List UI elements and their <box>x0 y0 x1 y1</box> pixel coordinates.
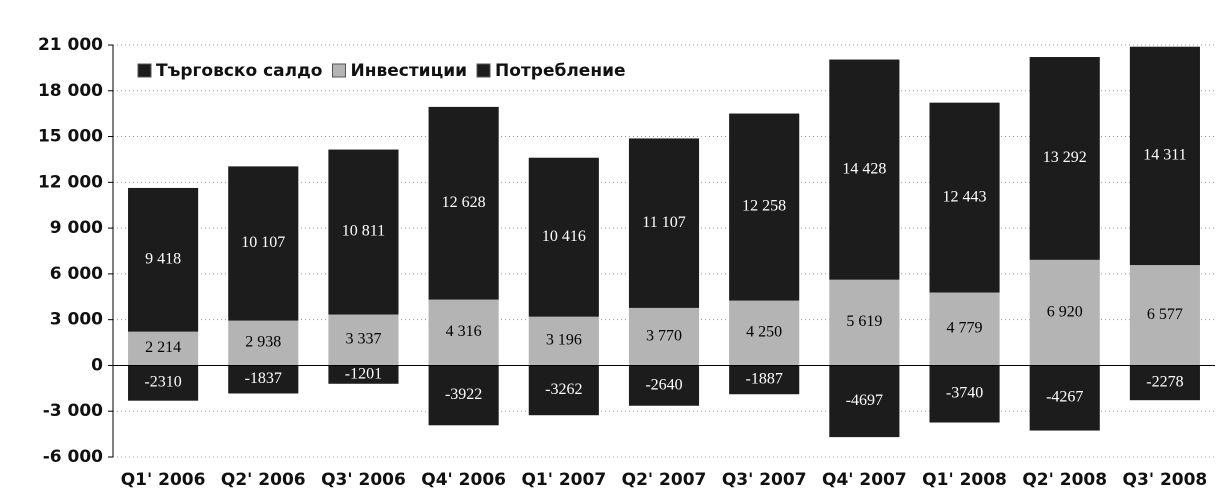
bar-segment <box>628 138 700 308</box>
data-label: -1887 <box>746 371 783 388</box>
data-label: 10 107 <box>241 234 285 251</box>
y-tick-label: -6 000 <box>43 447 103 467</box>
data-label: 14 428 <box>842 160 886 177</box>
bar-segment <box>1129 46 1200 266</box>
data-label: 12 443 <box>943 188 987 205</box>
legend-label: Инвестиции <box>350 61 467 81</box>
bar-segment <box>729 300 800 366</box>
bar-segment <box>829 59 900 280</box>
x-tick-label: Q3' 2006 <box>321 470 406 490</box>
data-label: -3262 <box>545 381 582 398</box>
bar-segment <box>328 314 399 366</box>
bar-segment <box>829 279 900 366</box>
bar-segment <box>128 365 199 401</box>
bar-segment <box>729 365 800 395</box>
x-tick-label: Q4' 2007 <box>822 470 907 490</box>
bar-segment <box>128 331 199 366</box>
data-label: -2640 <box>645 376 682 393</box>
bar-segment <box>528 365 599 416</box>
legend-swatch <box>137 63 152 78</box>
x-tick-label: Q2' 2006 <box>221 470 306 490</box>
y-tick-label: 0 <box>91 355 103 375</box>
legend-swatch <box>331 63 346 78</box>
y-tick-label: 6 000 <box>50 264 103 284</box>
bar-segment <box>628 365 700 406</box>
data-label: 10 416 <box>542 228 586 245</box>
data-label: 12 628 <box>442 194 486 211</box>
y-tick-label: 21 000 <box>38 35 103 55</box>
data-label: 14 311 <box>1143 147 1186 164</box>
data-label: -2278 <box>1146 373 1183 390</box>
legend-label: Търговско салдо <box>156 61 322 81</box>
data-label: 12 258 <box>742 198 786 215</box>
bar-segment <box>1029 259 1100 366</box>
data-label: 10 811 <box>342 223 385 240</box>
data-label: 9 418 <box>145 250 181 267</box>
x-tick-label: Q2' 2007 <box>622 470 707 490</box>
data-label: -1201 <box>345 365 382 382</box>
bar-segment <box>428 106 499 300</box>
bar-segment <box>1029 57 1100 260</box>
bar-segment <box>1129 265 1200 366</box>
x-tick-label: Q3' 2007 <box>722 470 807 490</box>
x-tick-label: Q1' 2008 <box>922 470 1007 490</box>
data-label: 5 619 <box>846 313 882 330</box>
data-label: 3 770 <box>646 327 682 344</box>
y-tick-label: 3 000 <box>50 310 103 330</box>
y-tick-label: 15 000 <box>38 127 103 147</box>
data-label: 6 577 <box>1147 306 1183 323</box>
bar-segment <box>228 166 299 321</box>
bar-segment <box>929 102 1000 293</box>
y-tick-label: 18 000 <box>38 81 103 101</box>
bar-segment <box>428 299 499 366</box>
bar-segment <box>628 307 700 366</box>
data-label: -4697 <box>846 392 883 409</box>
x-tick-label: Q3' 2008 <box>1123 470 1208 490</box>
y-tick-label: 12 000 <box>38 172 103 192</box>
data-label: 3 337 <box>345 331 381 348</box>
bar-segment <box>729 113 800 301</box>
x-tick-label: Q2' 2008 <box>1022 470 1107 490</box>
data-label: -1837 <box>245 370 282 387</box>
bar-segment <box>128 187 199 332</box>
y-tick-label: -3 000 <box>43 401 103 421</box>
bar-segment <box>228 320 299 366</box>
data-label: 13 292 <box>1043 149 1087 166</box>
bar-segment <box>829 365 900 438</box>
data-label: -3740 <box>946 385 983 402</box>
bar-segment <box>528 316 599 366</box>
data-label: -3922 <box>445 386 482 403</box>
x-tick-label: Q1' 2006 <box>121 470 206 490</box>
data-label: 11 107 <box>642 214 685 231</box>
bar-segment <box>228 365 299 394</box>
x-tick-label: Q1' 2007 <box>521 470 606 490</box>
bar-segment <box>1129 365 1200 401</box>
data-label: 4 779 <box>947 320 983 337</box>
bar-segment <box>1029 365 1100 431</box>
data-label: 4 250 <box>746 324 782 341</box>
bar-segment <box>929 292 1000 366</box>
legend-label: Потребление <box>495 61 626 81</box>
data-label: 4 316 <box>446 323 482 340</box>
data-label: 2 214 <box>145 339 181 356</box>
bar-segment <box>428 365 499 426</box>
bar-segment <box>528 157 599 317</box>
data-label: -2310 <box>144 374 181 391</box>
legend-swatch <box>476 63 491 78</box>
data-label: 3 196 <box>546 332 582 349</box>
data-label: -4267 <box>1046 389 1083 406</box>
data-label: 2 938 <box>245 334 281 351</box>
bar-segment <box>328 149 399 315</box>
bar-segment <box>328 365 399 384</box>
x-tick-label: Q4' 2006 <box>421 470 506 490</box>
data-label: 6 920 <box>1047 303 1083 320</box>
y-tick-label: 9 000 <box>50 218 103 238</box>
bar-segment <box>929 365 1000 423</box>
